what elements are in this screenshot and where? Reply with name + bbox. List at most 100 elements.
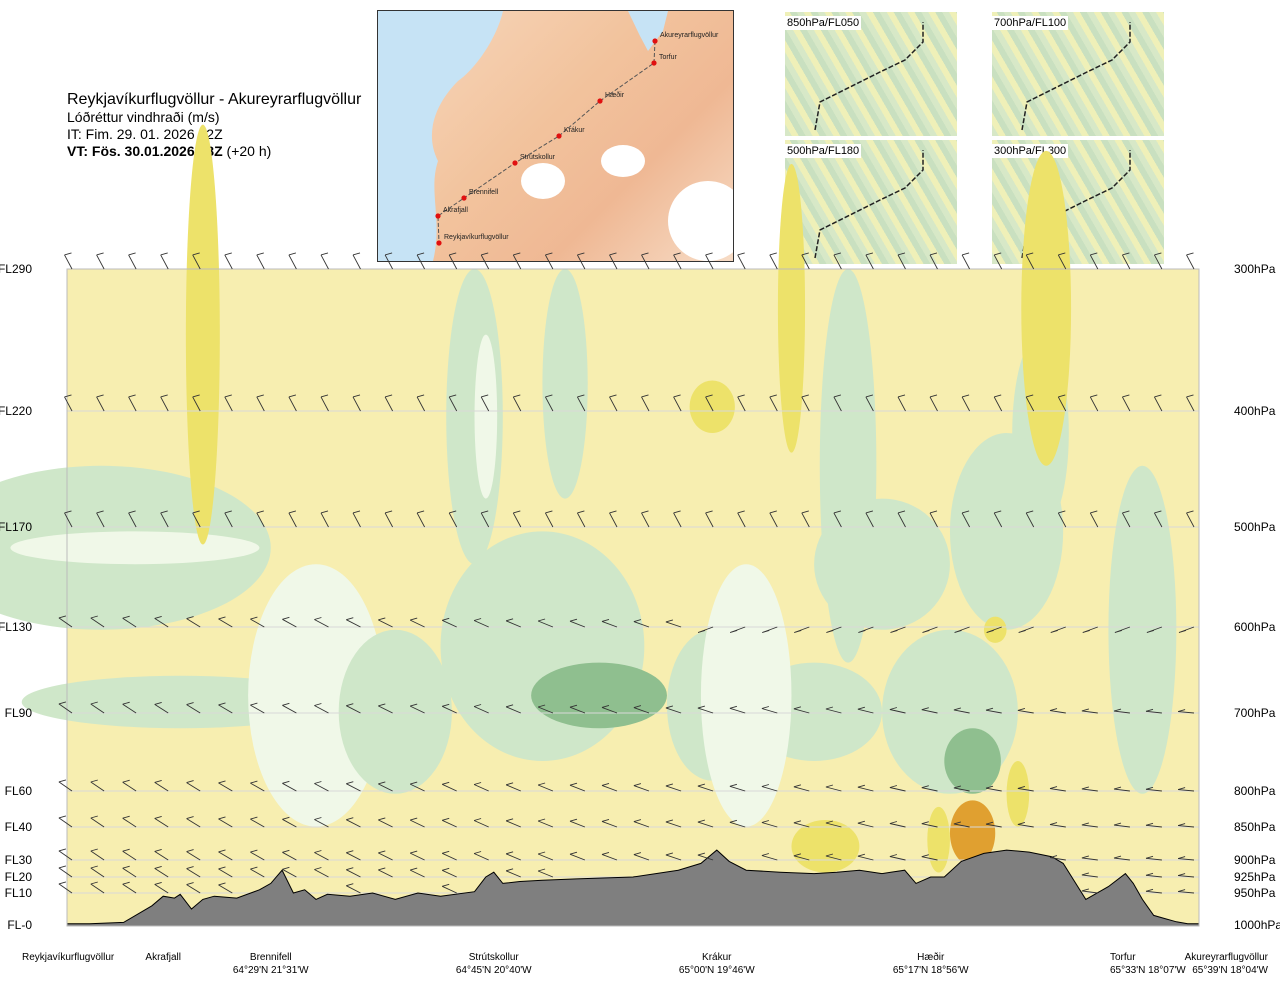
wind-barb-staff — [993, 396, 1003, 412]
wind-barb-staff — [160, 396, 169, 412]
wind-barb-flag — [442, 867, 450, 871]
flight-level-label: FL20 — [5, 870, 33, 884]
wind-barb-staff — [1178, 875, 1195, 878]
wind-barb-staff — [609, 396, 618, 412]
wind-barb — [1082, 626, 1098, 633]
wind-barb — [224, 252, 233, 270]
wind-barb-staff — [378, 619, 393, 628]
wind-barb — [1025, 510, 1035, 528]
wind-barb-staff — [929, 512, 938, 528]
wind-barb-staff — [569, 620, 586, 628]
thumbnail-850[interactable]: 850hPa/FL050 — [785, 12, 957, 136]
wind-barb-flag — [218, 780, 226, 784]
wind-barb-staff — [1186, 512, 1195, 528]
wind-barb-flag — [449, 252, 457, 256]
wind-barb — [250, 702, 265, 714]
wind-barb — [282, 616, 297, 628]
wind-barb-staff — [985, 709, 1002, 714]
wind-barb — [250, 816, 265, 828]
wind-barb-staff — [985, 823, 1002, 828]
wind-barb — [665, 852, 682, 861]
route-point-label: Torfur — [659, 54, 678, 61]
wind-barb — [480, 394, 490, 412]
wind-barb — [186, 816, 201, 828]
wind-barb-flag — [416, 510, 425, 514]
wind-barb — [122, 615, 137, 628]
route-point — [461, 195, 467, 201]
wind-barb — [929, 510, 938, 528]
waypoint-label: Hæðir — [917, 951, 945, 963]
wind-barb-flag — [122, 779, 130, 783]
wind-barb-flag — [378, 867, 386, 871]
wind-barb — [128, 394, 137, 412]
wind-barb-flag — [58, 865, 67, 869]
thumbnail-700[interactable]: 700hPa/FL100 — [992, 12, 1164, 136]
wind-barb-flag — [96, 252, 104, 256]
wind-barb-flag — [697, 630, 706, 633]
wind-barb-flag — [473, 704, 482, 707]
wind-barb — [633, 819, 650, 828]
wind-barb-flag — [865, 252, 874, 256]
wind-barb — [833, 510, 842, 528]
waypoint-coord: 65°00'N 19°46'W — [679, 965, 755, 976]
field-patch-up — [949, 800, 996, 866]
wind-barb-flag — [250, 780, 258, 784]
wind-barb-flag — [825, 706, 834, 710]
wind-barb — [961, 510, 970, 528]
wind-barb-staff — [250, 618, 265, 628]
wind-barb-staff — [505, 853, 521, 861]
wind-barb — [729, 783, 746, 792]
thumbnail-label: 850hPa/FL050 — [785, 16, 862, 30]
route-point — [512, 160, 518, 166]
wind-barb — [410, 817, 425, 828]
thumbnail-300[interactable]: 300hPa/FL300 — [992, 140, 1164, 264]
wind-barb-staff — [410, 819, 425, 828]
wind-barb — [218, 702, 233, 714]
wind-barb-staff — [473, 784, 489, 792]
wind-barb-flag — [410, 850, 418, 854]
wind-barb-flag — [473, 818, 482, 821]
wind-barb-flag — [186, 882, 194, 886]
wind-barb — [537, 618, 554, 628]
wind-barb — [825, 784, 842, 792]
wind-barb-flag — [569, 704, 578, 708]
wind-barb-flag — [705, 252, 713, 256]
wind-barb — [1145, 822, 1162, 828]
wind-barb-flag — [609, 394, 617, 398]
waypoint-coord: 64°29'N 21°31'W — [233, 965, 309, 976]
wind-barb-staff — [953, 823, 970, 828]
wind-barb — [857, 784, 874, 792]
wind-barb-flag — [1081, 708, 1090, 712]
pressure-level-label: 500hPa — [1234, 520, 1276, 534]
thumbnail-500[interactable]: 500hPa/FL180 — [785, 140, 957, 264]
wind-barb-flag — [346, 617, 354, 621]
wind-barb-flag — [224, 394, 232, 398]
wind-barb — [480, 510, 490, 528]
wind-barb — [897, 252, 906, 270]
wind-barb-flag — [1145, 822, 1154, 826]
wind-barb — [1089, 394, 1099, 412]
wind-barb-staff — [697, 854, 714, 861]
field-patch-up — [1006, 761, 1030, 827]
wind-barb-flag — [346, 781, 354, 785]
wind-barb-staff — [378, 869, 393, 878]
wind-barb — [473, 782, 489, 792]
wind-barb — [512, 394, 522, 412]
wind-barb-flag — [352, 510, 361, 514]
wind-barb-flag — [865, 510, 874, 514]
wind-barb-flag — [761, 820, 770, 823]
chart-title: Reykjavíkurflugvöllur - Akureyrarflugvöl… — [67, 91, 362, 108]
wind-barb-flag — [994, 252, 1002, 256]
wind-barb — [1177, 856, 1195, 861]
flight-level-label: FL30 — [5, 853, 33, 867]
wind-barb — [122, 779, 137, 792]
wind-barb — [1017, 785, 1034, 792]
pressure-level-label: 400hPa — [1234, 404, 1276, 418]
wind-barb-flag — [256, 394, 264, 398]
wind-barb-flag — [1017, 707, 1026, 711]
wind-barb-flag — [801, 394, 809, 398]
wind-barbs — [58, 252, 1195, 894]
wind-barb — [1114, 626, 1131, 633]
wind-barb — [1049, 855, 1066, 861]
wind-barb-staff — [793, 786, 810, 792]
